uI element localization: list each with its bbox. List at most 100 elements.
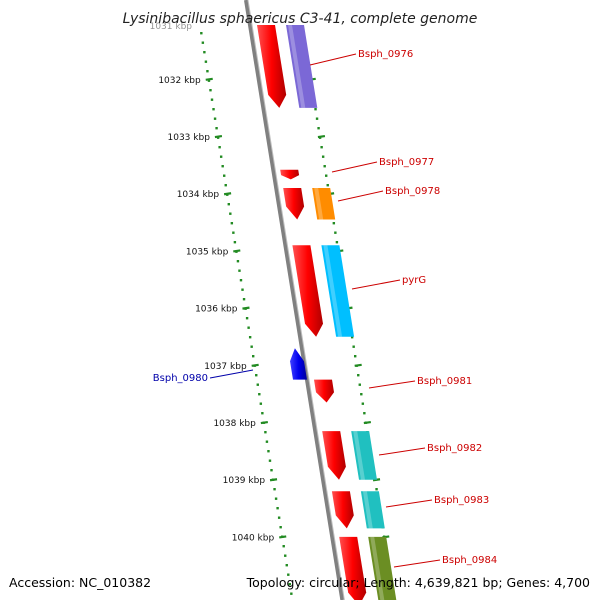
kbp-tick	[223, 192, 232, 196]
ruler-dot	[232, 231, 235, 234]
kbp-label-partial: 1031 kbp	[150, 22, 193, 32]
gene-labels: Bsph_0976 Bsph_0977 Bsph_0978 pyrG Bsph_0980…	[153, 49, 497, 568]
gene-label[interactable]: Bsph_0983	[434, 495, 489, 506]
gene-leader-line	[385, 499, 433, 508]
ruler-dot	[245, 317, 249, 320]
gene-leader-line	[331, 161, 378, 173]
kbp-label: 1036 kbp	[195, 305, 238, 315]
backbone-highlight	[247, 0, 345, 600]
ruler-dot	[204, 60, 208, 63]
gene-leader-line	[309, 53, 357, 66]
gene-bsph_0983	[331, 491, 354, 529]
gene-bsph_0977	[280, 169, 300, 180]
outer-ruler-dot	[326, 184, 329, 187]
ruler-dot	[267, 450, 270, 453]
gene-label[interactable]: Bsph_0982	[427, 443, 482, 454]
ruler-dot	[206, 70, 209, 73]
cog-bsph_0976	[286, 25, 318, 108]
cog-bsph_0983	[360, 491, 385, 529]
gene-label[interactable]: pyrG	[402, 275, 426, 286]
outer-kbp-tick	[354, 363, 362, 367]
kbp-label: 1035 kbp	[186, 247, 229, 257]
outer-ruler-dot	[315, 117, 319, 120]
ruler-dot	[282, 545, 285, 548]
kbp-label: 1037 kbp	[204, 362, 247, 372]
gene-label[interactable]: Bsph_0977	[379, 157, 434, 168]
ruler-dot	[285, 564, 288, 567]
ruler-dot	[270, 469, 273, 472]
outer-kbp-tick	[317, 134, 326, 139]
outer-ruler-dot	[317, 127, 320, 130]
kbp-label: 1040 kbp	[232, 533, 275, 543]
cog-bsph_0982	[351, 431, 377, 480]
accession-text: Accession: NC_010382	[9, 575, 151, 590]
gene-label[interactable]: Bsph_0984	[442, 555, 497, 566]
ruler-dot	[276, 507, 279, 510]
ruler-dot	[288, 583, 292, 586]
outer-ruler-dot	[314, 108, 317, 111]
gene-label[interactable]: Bsph_0976	[358, 49, 413, 60]
ruler-dot	[227, 203, 230, 206]
ruler-dot	[224, 184, 227, 187]
ruler-dot	[210, 98, 214, 101]
ruler-dot	[290, 592, 293, 595]
kbp-tick	[260, 420, 269, 425]
ruler-dot	[251, 355, 255, 358]
gene-label[interactable]: Bsph_0978	[385, 186, 440, 197]
ruler-dot	[219, 155, 223, 158]
gene-leader-line	[209, 369, 254, 379]
outer-ruler-dot	[320, 146, 323, 149]
cog-bsph_0976-shine	[288, 25, 306, 108]
outer-ruler-dot	[358, 383, 361, 386]
gene-bsph_0980	[290, 348, 307, 380]
kbp-label: 1034 kbp	[177, 190, 220, 200]
outer-ruler-dot	[321, 155, 325, 158]
outer-ruler-dot	[332, 222, 336, 225]
outer-ruler-dot	[350, 336, 354, 339]
ruler-dot	[200, 32, 203, 35]
kbp-tick	[214, 134, 223, 139]
ruler-dot	[284, 554, 287, 557]
ruler-dot	[279, 526, 282, 529]
ruler-dot	[241, 288, 244, 291]
ruler-dot	[248, 336, 252, 339]
gene-bsph_0976	[257, 25, 287, 108]
ruler-dot	[261, 412, 264, 415]
ruler-dot	[273, 488, 276, 491]
ruler-dot	[238, 269, 241, 272]
kbp-tick	[251, 363, 259, 367]
outer-ruler-dot	[335, 241, 339, 244]
outer-ruler-dot	[353, 355, 357, 358]
ruler-dot	[212, 108, 215, 111]
outer-kbp-tick	[372, 478, 381, 482]
map-title: Lysinibacillus sphaericus C3-41, complet…	[123, 11, 478, 27]
ruler-dot	[223, 174, 226, 177]
gene-leader-line	[337, 190, 384, 202]
gene-leader-line	[393, 559, 441, 568]
outer-ruler-dot	[334, 231, 337, 234]
ruler-dot	[218, 146, 221, 149]
backbone	[244, 0, 345, 600]
gene-leader-line	[378, 447, 426, 456]
kbp-ruler: 1032 kbp 1033 kbp 1034 kbp 1035 kbp 1036 kbp…	[150, 22, 395, 595]
outer-kbp-tick	[363, 420, 372, 425]
gene-bsph_0982	[322, 431, 346, 480]
topology-text: Topology: circular; Length: 4,639,821 bp…	[246, 575, 590, 590]
outer-ruler-dot	[325, 174, 328, 177]
gene-label[interactable]: Bsph_0980	[153, 373, 208, 384]
ruler-dot	[213, 117, 217, 120]
cog-bsph_0982-shine	[353, 431, 365, 480]
ruler-dot	[258, 393, 261, 396]
ruler-dot	[236, 260, 240, 263]
ruler-dot	[287, 573, 290, 576]
gene-bsph_0981	[314, 379, 334, 403]
gene-leader-line	[351, 279, 401, 290]
outer-ruler-dot	[375, 488, 378, 491]
ruler-dot	[242, 298, 246, 301]
gene-label[interactable]: Bsph_0981	[417, 376, 472, 387]
outer-ruler-dot	[360, 393, 363, 396]
cog-pyrg-shine	[323, 245, 343, 337]
ruler-dot	[201, 41, 205, 44]
ruler-dot	[247, 326, 250, 329]
ruler-dot	[203, 51, 206, 54]
